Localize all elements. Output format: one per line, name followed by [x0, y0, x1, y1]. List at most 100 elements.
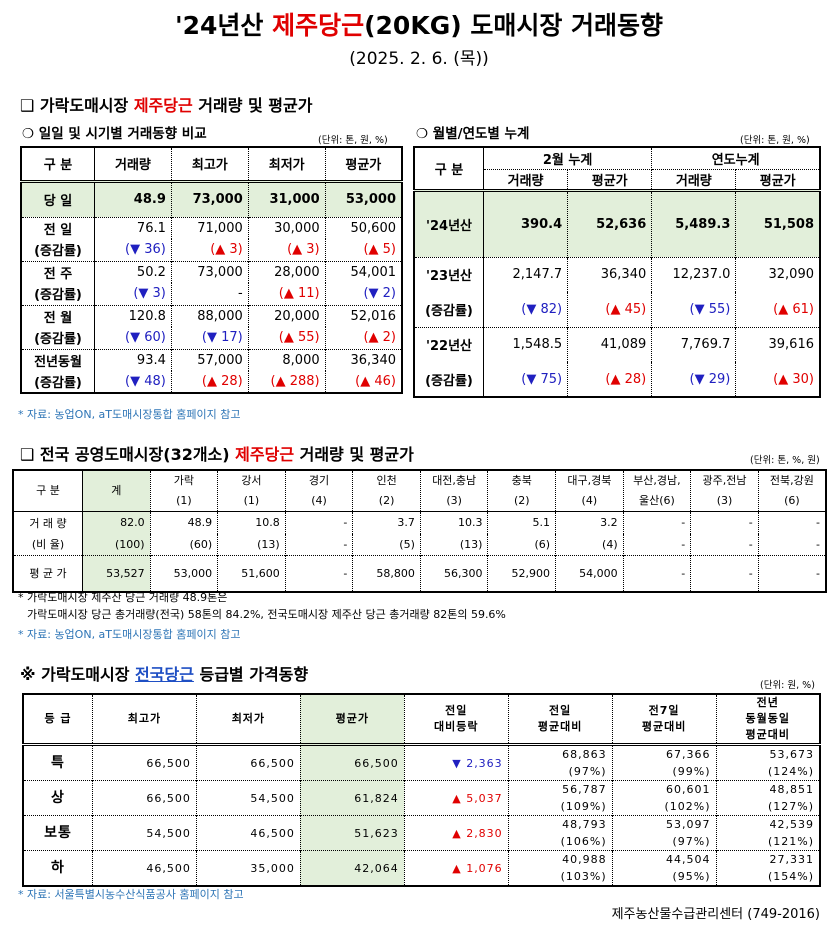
value-cell: -	[284, 555, 354, 592]
rate-label: (증감률)	[20, 371, 95, 393]
column-header-8: 부산,경남, 울산(6)	[622, 470, 692, 512]
header-text: 최고가	[127, 712, 162, 725]
comparison-text: 27,331	[769, 853, 814, 866]
today-row: 당 일 48.9 73,000 31,000 53,000	[20, 181, 403, 217]
prev-7-comparison: 53,097 (97%)	[611, 815, 717, 851]
value-cell: -	[757, 555, 827, 592]
value-cell: 54,000	[555, 555, 624, 592]
group-header: 연도누계	[651, 147, 821, 170]
rate-row: (증감률) (▼ 82) (▲ 45) (▼ 55) (▲ 61)	[413, 292, 821, 327]
comparison-text: (99%)	[672, 765, 711, 778]
header-text: 대구,경북	[567, 474, 612, 487]
section1-highlight: 제주당근	[133, 96, 193, 115]
column-header: 구 분	[12, 470, 83, 512]
header-text: 평균가	[335, 712, 369, 725]
daily-change: ▲ 2,830	[403, 815, 509, 851]
value-cell: 48.9	[149, 511, 219, 534]
header-text: 강서	[241, 474, 262, 487]
square-bullet-icon: ❑	[20, 96, 35, 115]
table-row: 전년동월 93.4 57,000 8,000 36,340	[20, 348, 403, 371]
change-rate: (▲ 288)	[247, 371, 326, 393]
section1-suffix: 거래량 및 평균가	[192, 96, 313, 115]
row-label: (비 율)	[12, 533, 83, 556]
header-text: 평균대비	[745, 728, 790, 741]
change-rate: (▲ 3)	[170, 239, 249, 261]
rate-label: (증감률)	[20, 327, 95, 349]
value-cell: 5,489.3	[651, 190, 737, 257]
square-bullet-icon: ❑	[20, 445, 35, 464]
column-header: 구 분	[413, 147, 484, 192]
prev-7-comparison: 60,601 (102%)	[611, 780, 717, 816]
header-text: 전북,강원	[769, 474, 814, 487]
row-label: 평 균 가	[12, 555, 83, 592]
column-header-7: 대구,경북 (4)	[555, 470, 624, 512]
value-cell: -	[690, 555, 759, 592]
row-label: '23년산	[413, 256, 484, 292]
comparison-text: (97%)	[568, 765, 607, 778]
section3-heading: ※ 가락도매시장 전국당근 등급별 가격동향	[20, 661, 308, 685]
value-cell: 50,600	[324, 216, 403, 239]
comparison-text: (97%)	[672, 835, 711, 848]
header-text: 전년	[756, 696, 779, 709]
header-text: (1)	[176, 494, 192, 507]
header-text: 대전,충남	[432, 474, 477, 487]
rate-label: (증감률)	[20, 239, 95, 261]
header-text: 충북	[511, 474, 532, 487]
group-header: 2월 누계	[482, 147, 653, 170]
value-cell: (13)	[419, 533, 489, 556]
row-label: '22년산	[413, 326, 484, 362]
change-rate: (▲ 45)	[567, 292, 653, 327]
section1-heading: ❑ 가락도매시장 제주당근 거래량 및 평균가	[20, 92, 312, 116]
value-cell: 3.7	[352, 511, 421, 534]
value-cell: 52,636	[567, 190, 653, 257]
table-row: 전 일 76.1 71,000 30,000 50,600	[20, 216, 403, 239]
column-header-3: 평균가	[299, 694, 405, 746]
comparison-text: 42,539	[769, 818, 814, 831]
change-rate: (▲ 5)	[324, 239, 403, 261]
prev-7-comparison: 44,504 (95%)	[611, 850, 717, 886]
comparison-text: (106%)	[560, 835, 607, 848]
value-cell: 36,340	[567, 256, 653, 292]
value-cell: 82.0	[82, 511, 151, 534]
max-price: 66,500	[92, 744, 197, 781]
cumulative-heading: ❍ 월별/연도별 누계	[416, 126, 530, 142]
table-row: '22년산 1,548.5 41,089 7,769.7 39,616	[413, 326, 821, 362]
value-cell: 54,001	[324, 260, 403, 283]
value-cell: (100)	[82, 533, 151, 556]
rate-row: (증감률) (▼ 75) (▲ 28) (▼ 29) (▲ 30)	[413, 362, 821, 397]
price-row: 평 균 가 53,527 53,000 51,600-58,800 56,300 52,9…	[12, 555, 827, 592]
row-label: 거 래 량	[12, 511, 83, 534]
value-cell: 36,340	[324, 348, 403, 371]
value-cell: 31,000	[247, 181, 326, 217]
header-text: (3)	[716, 494, 733, 507]
value-cell: 1,548.5	[482, 326, 569, 362]
value-cell: 57,000	[170, 348, 249, 371]
change-rate: (▼ 36)	[94, 239, 172, 261]
value-cell: 93.4	[94, 348, 172, 371]
title-suffix: (20KG) 도매시장 거래동향	[364, 11, 664, 40]
header-text: 평균대비	[537, 720, 583, 733]
change-rate: (▲ 11)	[247, 283, 326, 305]
avg-price: 51,623	[299, 815, 405, 851]
max-price: 46,500	[92, 850, 197, 886]
section2-prefix: 전국 공영도매시장(32개소)	[39, 445, 236, 464]
column-header-0: 등 급	[22, 694, 93, 746]
value-cell: 10.8	[217, 511, 286, 534]
row-label: 당 일	[20, 181, 95, 217]
value-cell: -	[284, 533, 354, 556]
change-rate: (▼ 82)	[482, 292, 569, 327]
value-cell: (6)	[487, 533, 557, 556]
value-cell: 50.2	[94, 260, 172, 283]
section3-unit: (단위: 원, %)	[760, 680, 815, 691]
value-cell: 39,616	[735, 326, 821, 362]
change-rate: (▲ 28)	[567, 362, 653, 397]
section1-prefix: 가락도매시장	[39, 96, 134, 115]
value-cell: 73,000	[170, 260, 249, 283]
cumulative-unit: (단위: 톤, 원, %)	[740, 135, 810, 146]
comparison-text: (127%)	[767, 800, 814, 813]
value-cell: -	[690, 511, 759, 534]
value-cell: 120.8	[94, 304, 172, 327]
comparison-text: (103%)	[560, 870, 607, 883]
value-cell: 7,769.7	[651, 326, 737, 362]
change-rate: (▲ 28)	[170, 371, 249, 393]
